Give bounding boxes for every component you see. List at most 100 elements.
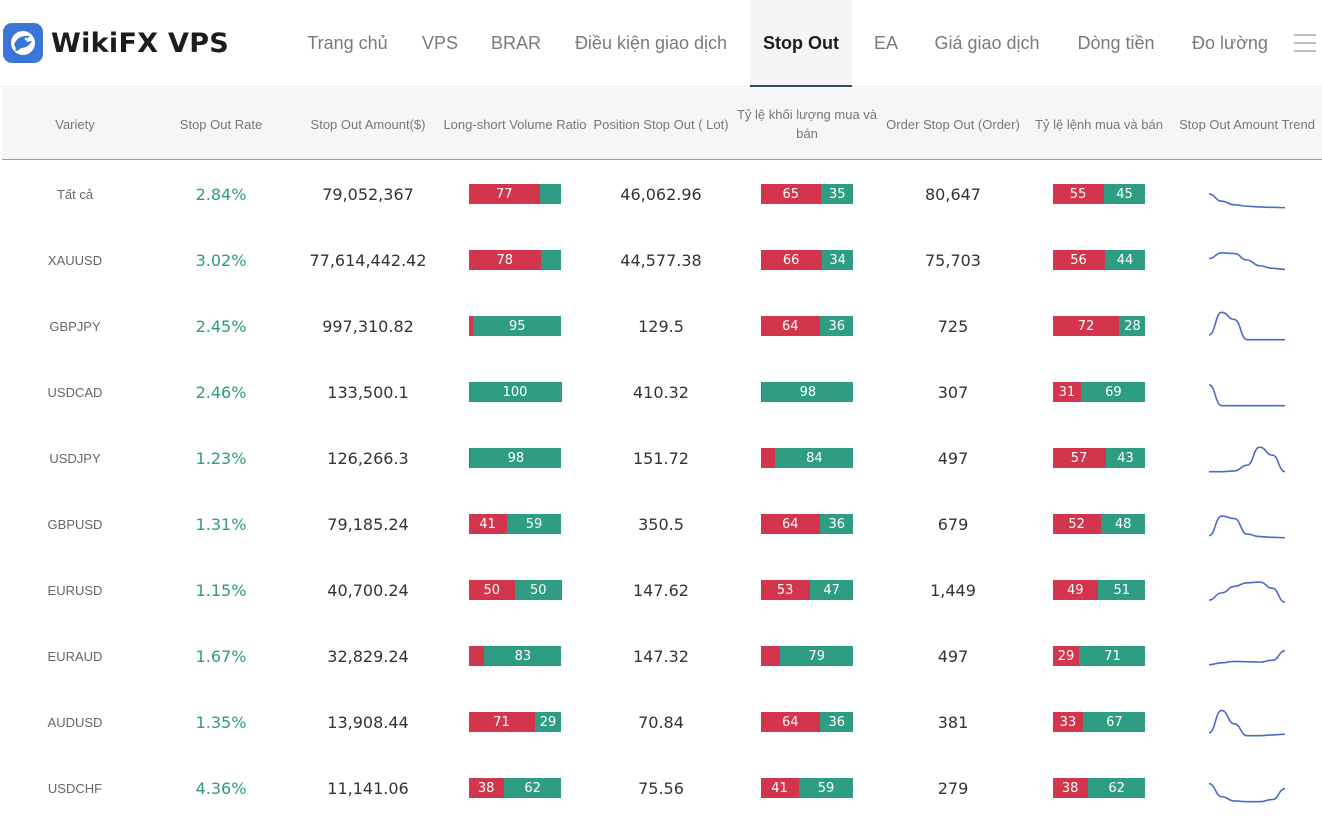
order-ratio-cell: 31 69 [1026, 359, 1172, 425]
nav-item-2[interactable]: BRAR [490, 33, 541, 53]
position-stop-out-cell: 350.5 [588, 491, 734, 557]
table-row[interactable]: EURUSD 1.15% 40,700.24 50 50 147.62 53 47 1,449 4… [2, 557, 1322, 623]
table-row[interactable]: USDJPY 1.23% 126,266.3 98 151.72 84 497 57 43 [2, 425, 1322, 491]
order-ratio-cell: 57 43 [1026, 425, 1172, 491]
stop-out-amount-cell: 79,185.24 [294, 491, 442, 557]
trend-sparkline [1209, 446, 1286, 473]
long-short-ratio-cell: 95 [442, 293, 588, 359]
stop-out-rate: 2.45% [195, 316, 247, 336]
nav-item-5[interactable]: EA [873, 33, 898, 53]
stop-out-rate: 3.02% [195, 250, 247, 270]
table-row[interactable]: XAUUSD 3.02% 77,614,442.42 78 44,577.38 66 34 7… [2, 227, 1322, 293]
nav-item-4[interactable]: Stop Out [750, 0, 852, 87]
trend-cell [1172, 293, 1322, 359]
volume-ratio-bar-buy-segment: 35 [820, 184, 854, 204]
nav-item-8[interactable]: Đo lường [1192, 33, 1268, 53]
volume-ratio-bar-buy-segment: 79 [780, 646, 854, 666]
column-header-5: Tỷ lệ khối lượng mua và bán [736, 107, 878, 141]
nav-item-7[interactable]: Dòng tiền [1077, 33, 1155, 53]
order-ratio-bar: 33 67 [1052, 712, 1146, 732]
long-short-ratio-bar-sell-segment [468, 316, 474, 336]
order-ratio-bar: 72 28 [1052, 316, 1146, 336]
table-row[interactable]: GBPJPY 2.45% 997,310.82 95 129.5 64 36 725 72 28 [2, 293, 1322, 359]
long-short-ratio-bar-buy-segment: 29 [534, 712, 562, 732]
volume-ratio-bar-sell-segment: 65 [760, 184, 821, 204]
stop-out-rate-cell: 1.67% [148, 623, 294, 689]
order-stop-out: 381 [937, 712, 969, 732]
volume-ratio-cell: 65 35 [734, 161, 880, 227]
order-stop-out: 307 [937, 382, 969, 402]
trend-line [1208, 709, 1286, 737]
order-stop-out-cell: 279 [880, 755, 1026, 821]
hamburger-menu-icon[interactable] [1294, 34, 1316, 54]
position-stop-out-cell: 46,062.96 [588, 161, 734, 227]
table-row[interactable]: GBPUSD 1.31% 79,185.24 41 59 350.5 64 36 679 52 48 [2, 491, 1322, 557]
order-ratio-bar: 38 62 [1052, 778, 1146, 798]
nav-item-0[interactable]: Trang chủ [307, 33, 388, 53]
variety-name-cell: EURAUD [2, 623, 148, 689]
column-header-4: Position Stop Out ( Lot) [593, 116, 729, 132]
nav-item-3[interactable]: Điều kiện giao dịch [574, 33, 728, 53]
long-short-ratio-bar-buy-segment: 59 [506, 514, 562, 534]
table-row[interactable]: Tất cả 2.84% 79,052,367 77 46,062.96 65 35 80,6… [2, 161, 1322, 227]
variety-name-cell: AUDUSD [2, 689, 148, 755]
order-stop-out-cell: 679 [880, 491, 1026, 557]
order-stop-out-cell: 80,647 [880, 161, 1026, 227]
position-stop-out-cell: 44,577.38 [588, 227, 734, 293]
volume-ratio-cell: 98 [734, 359, 880, 425]
stop-out-amount: 11,141.06 [327, 778, 409, 798]
stop-out-rate-cell: 1.15% [148, 557, 294, 623]
volume-ratio-bar-sell-segment: 64 [760, 514, 821, 534]
volume-ratio-cell: 84 [734, 425, 880, 491]
table-row[interactable]: USDCAD 2.46% 133,500.1 100 410.32 98 307 31 69 [2, 359, 1322, 425]
trend-sparkline [1208, 384, 1285, 407]
volume-ratio-bar-buy-segment: 36 [820, 712, 854, 732]
stop-out-rate-cell: 3.02% [148, 227, 294, 293]
trend-line [1208, 384, 1285, 407]
order-ratio-bar-buy-segment: 45 [1103, 184, 1146, 204]
order-stop-out: 80,647 [925, 184, 981, 204]
long-short-ratio-cell: 71 29 [442, 689, 588, 755]
long-short-ratio-bar-buy-segment [541, 250, 562, 270]
trend-cell [1172, 557, 1322, 623]
long-short-ratio-bar: 78 [468, 250, 562, 270]
column-header-2: Stop Out Amount($) [310, 116, 426, 132]
order-ratio-cell: 38 62 [1026, 755, 1172, 821]
order-ratio-cell: 72 28 [1026, 293, 1172, 359]
order-ratio-bar-buy-segment: 43 [1105, 448, 1146, 468]
column-header-8: Stop Out Amount Trend [1179, 116, 1315, 132]
table-row[interactable]: AUDUSD 1.35% 13,908.44 71 29 70.84 64 36 381 33 67 [2, 689, 1322, 755]
order-stop-out-cell: 307 [880, 359, 1026, 425]
column-header-1: Stop Out Rate [179, 116, 263, 132]
stop-out-amount: 126,266.3 [327, 448, 409, 468]
long-short-ratio-bar-sell-segment: 78 [468, 250, 542, 270]
trend-cell [1172, 623, 1322, 689]
trend-sparkline [1208, 709, 1286, 737]
trend-sparkline [1208, 782, 1286, 803]
position-stop-out: 350.5 [638, 514, 684, 534]
trend-line [1208, 650, 1286, 666]
long-short-ratio-cell: 100 [442, 359, 588, 425]
order-ratio-bar: 55 45 [1052, 184, 1146, 204]
volume-ratio-bar: 84 [760, 448, 854, 468]
volume-ratio-bar: 98 [760, 382, 854, 402]
nav-item-1[interactable]: VPS [421, 33, 459, 53]
table-row[interactable]: USDCHF 4.36% 11,141.06 38 62 75.56 41 59 279 38 62 [2, 755, 1322, 821]
table-row[interactable]: EURAUD 1.67% 32,829.24 83 147.32 79 497 29 71 [2, 623, 1322, 689]
logo[interactable]: WikiFX VPS [3, 22, 229, 64]
stop-out-rate-cell: 1.31% [148, 491, 294, 557]
variety-name: Tất cả [56, 186, 94, 202]
position-stop-out-cell: 129.5 [588, 293, 734, 359]
variety-name: EURAUD [47, 648, 103, 664]
volume-ratio-bar: 79 [760, 646, 854, 666]
column-header-6: Order Stop Out (Order) [886, 116, 1020, 132]
variety-name: AUDUSD [47, 714, 103, 730]
trend-sparkline [1208, 311, 1285, 341]
stop-out-amount-cell: 77,614,442.42 [294, 227, 442, 293]
order-stop-out-cell: 725 [880, 293, 1026, 359]
long-short-ratio-bar: 77 [468, 184, 562, 204]
order-ratio-bar-buy-segment: 44 [1104, 250, 1146, 270]
position-stop-out: 151.72 [633, 448, 689, 468]
nav-item-6[interactable]: Giá giao dịch [934, 33, 1040, 53]
stop-out-amount-cell: 40,700.24 [294, 557, 442, 623]
